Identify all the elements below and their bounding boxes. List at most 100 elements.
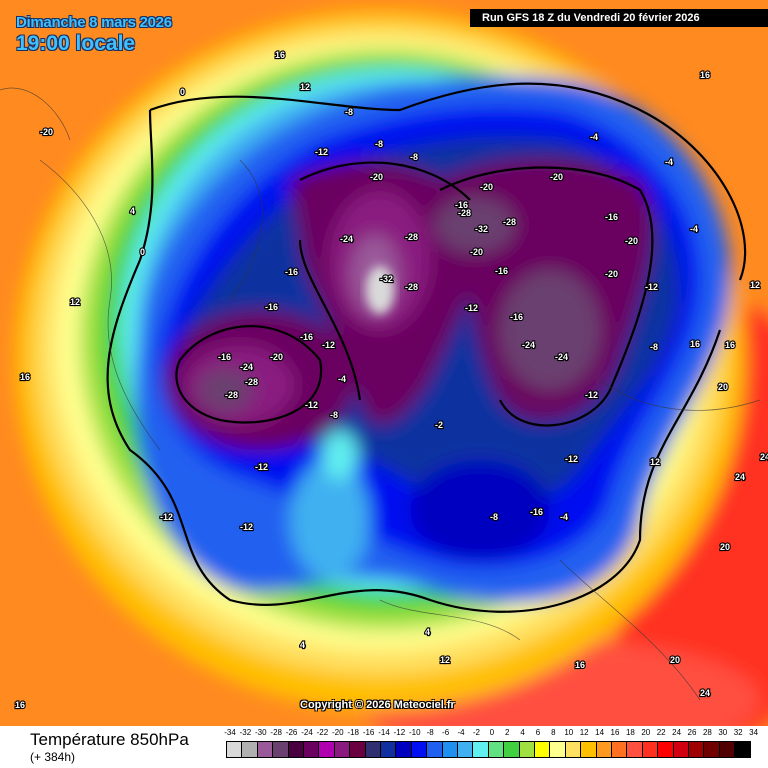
contour-label: -24	[240, 362, 253, 372]
contour-label: 24	[760, 452, 768, 462]
contour-label: -28	[225, 390, 238, 400]
scale-label: -32	[239, 728, 252, 737]
contour-label: -12	[645, 282, 658, 292]
scale-label: -10	[409, 728, 421, 737]
scale-label: 34	[749, 728, 759, 737]
contour-label: -20	[480, 182, 493, 192]
coastlines	[0, 87, 761, 701]
scale-swatch	[256, 741, 274, 758]
contour-label: -24	[555, 352, 568, 362]
contour-label: 16	[575, 660, 585, 670]
scale-swatch	[518, 741, 535, 758]
contour-label: -8	[375, 139, 383, 149]
contour-label: 16	[700, 70, 710, 80]
contour-label: 0	[140, 247, 145, 257]
contour-label: 16	[275, 50, 285, 60]
scale-swatch	[657, 741, 674, 758]
contour-label: 16	[20, 372, 30, 382]
contour-label: 20	[718, 382, 728, 392]
scale-swatch	[426, 741, 443, 758]
scale-swatch	[564, 741, 582, 758]
scale-label: 8	[551, 728, 556, 737]
scale-swatch	[734, 741, 751, 758]
scale-swatch	[703, 741, 720, 758]
contour-label: -12	[585, 390, 598, 400]
contour-label: -16	[285, 267, 298, 277]
scale-swatch	[287, 741, 304, 758]
legend-footer: Température 850hPa (+ 384h) -34 -32 -30 -28…	[0, 726, 768, 768]
isotherm-contours	[106, 82, 747, 613]
scale-label: -6	[442, 728, 450, 737]
scale-swatch	[688, 741, 705, 758]
scale-swatch	[303, 741, 320, 758]
contour-label: -12	[305, 400, 318, 410]
scale-swatch	[487, 741, 505, 758]
scale-swatch	[349, 741, 366, 758]
contour-label: -28	[245, 377, 258, 387]
contour-label: -20	[550, 172, 563, 182]
contour-label: 16	[725, 340, 735, 350]
scale-label: 22	[656, 728, 666, 737]
contour-label: -12	[240, 522, 253, 532]
forecast-time: 19:00 locale	[16, 32, 136, 55]
scale-swatch	[441, 741, 458, 758]
contour-label: -16	[605, 212, 618, 222]
contour-label: -8	[490, 512, 498, 522]
scale-label: -22	[316, 728, 329, 737]
contour-label: -20	[370, 172, 383, 182]
scale-label: 24	[672, 728, 682, 737]
scale-label: 4	[520, 728, 525, 737]
scale-swatch	[457, 741, 474, 758]
contour-label: -28	[503, 217, 516, 227]
scale-swatch	[595, 741, 612, 758]
scale-label: -34	[224, 728, 236, 737]
forecast-date: Dimanche 8 mars 2026	[16, 14, 172, 31]
contour-label: -8	[650, 342, 658, 352]
scale-swatch	[641, 741, 659, 758]
scale-swatch	[718, 741, 736, 758]
contour-label: -20	[270, 352, 283, 362]
contour-label: 20	[670, 655, 680, 665]
contour-label: -12	[465, 303, 478, 313]
cold-core	[366, 266, 394, 314]
scale-swatch	[380, 741, 397, 758]
contour-label: -12	[322, 340, 335, 350]
scale-swatch	[626, 741, 643, 758]
contour-label: 4	[425, 627, 430, 637]
scale-label: 28	[702, 728, 712, 737]
scale-swatch	[534, 741, 551, 758]
contour-label: -16	[530, 507, 543, 517]
contour-label: 16	[690, 339, 700, 349]
temperature-map: -8-8-8-12-20-20-16-20-4-4-24 -28-32-28-20…	[0, 0, 768, 726]
contour-label: 0	[180, 87, 185, 97]
scale-label: -18	[347, 728, 359, 737]
contour-label: -16	[218, 352, 231, 362]
scale-label: 30	[718, 728, 728, 737]
scale-label: -4	[457, 728, 465, 737]
contour-label: -20	[470, 247, 483, 257]
scale-label: -28	[270, 728, 282, 737]
scale-label: -24	[301, 728, 313, 737]
lead-time: (+ 384h)	[30, 750, 76, 764]
scale-label: -20	[332, 728, 344, 737]
contour-label: -12	[315, 147, 328, 157]
contour-label: 12	[750, 280, 760, 290]
contour-label: 12	[440, 655, 450, 665]
run-info: Run GFS 18 Z du Vendredi 20 février 2026	[470, 9, 768, 27]
contour-label: -20	[605, 269, 618, 279]
contour-label: 20	[720, 542, 730, 552]
scale-label: 2	[504, 728, 510, 737]
contour-label: -8	[330, 410, 338, 420]
contour-label: -8	[410, 152, 418, 162]
scale-label: 18	[625, 728, 635, 737]
scale-label: -26	[285, 728, 298, 737]
scale-swatch	[549, 741, 566, 758]
scale-label: 14	[595, 728, 605, 737]
scale-swatch	[333, 741, 351, 758]
scale-swatch	[503, 741, 520, 758]
contour-label: -12	[255, 462, 268, 472]
scale-label: 0	[489, 728, 495, 737]
contour-label: -32	[475, 224, 488, 234]
contour-label: -12	[160, 512, 173, 522]
